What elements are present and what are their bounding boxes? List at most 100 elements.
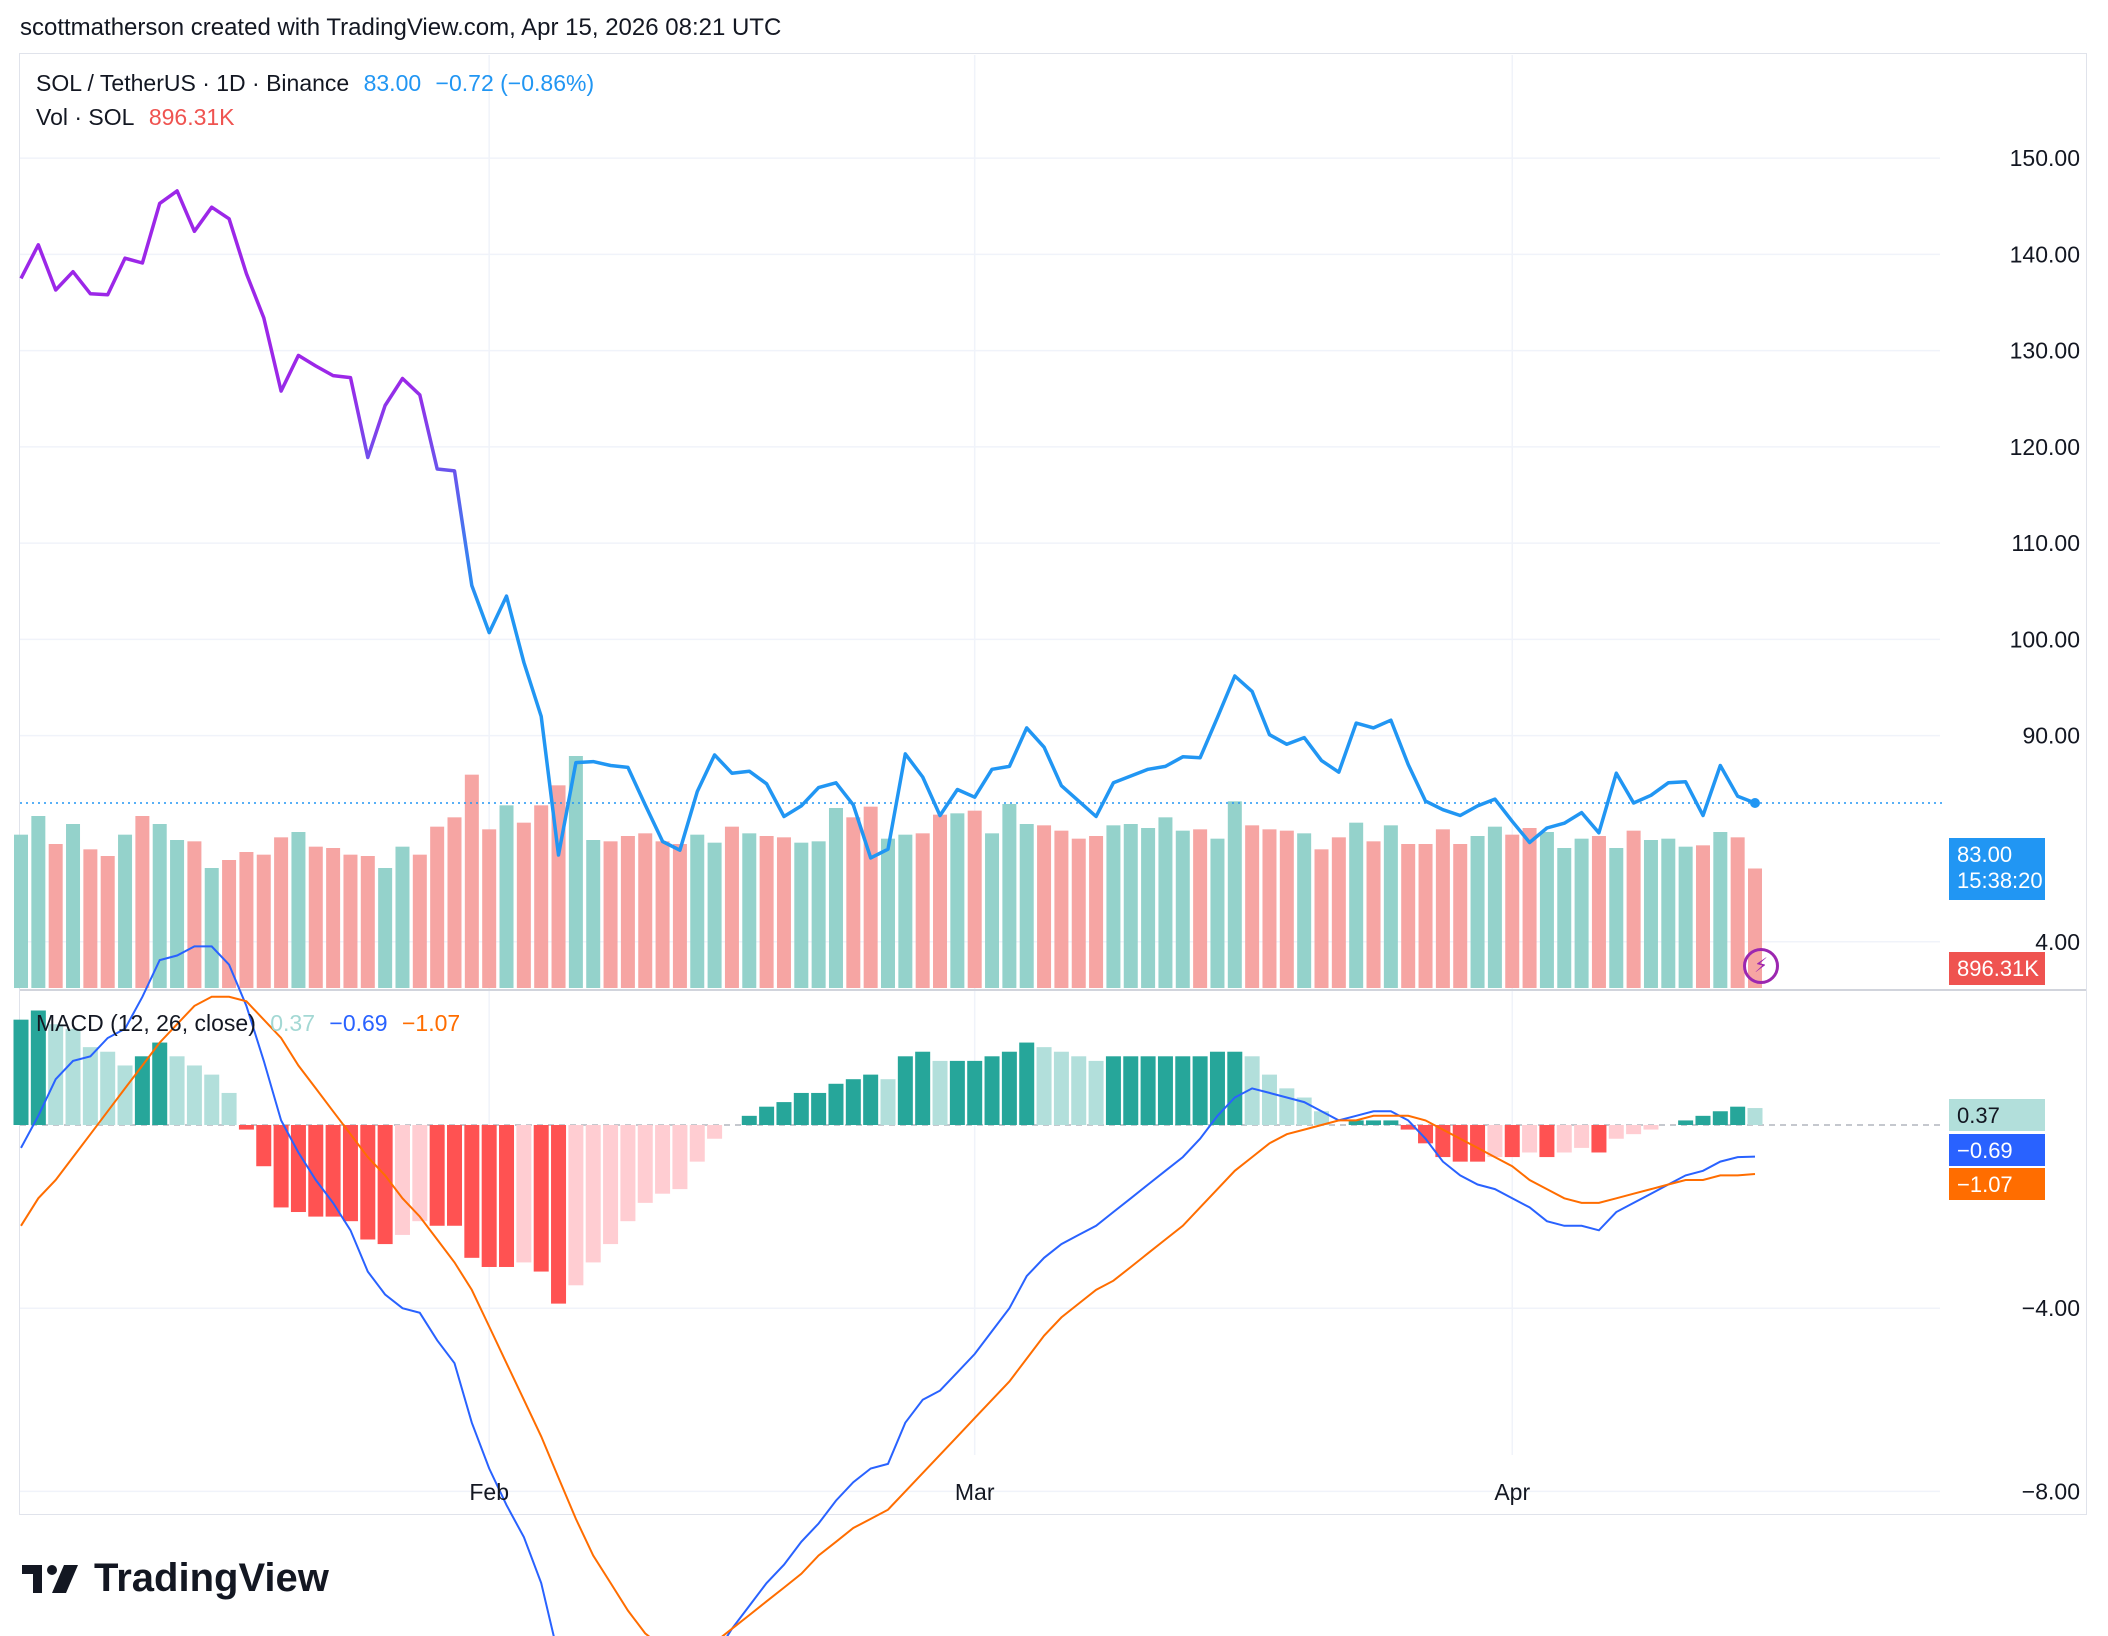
macd-histogram-bar (82, 1047, 98, 1125)
volume-bar (863, 806, 878, 988)
price-badge-value: 83.00 (1957, 842, 2013, 867)
legend-vol-value: 896.31K (148, 104, 235, 130)
macd-histogram-bar (464, 1125, 480, 1258)
macd-histogram-bar (204, 1074, 220, 1125)
macd-histogram-bar (429, 1125, 445, 1226)
volume-bar (915, 833, 930, 988)
macd-histogram-bar (1261, 1074, 1277, 1125)
macd-histogram-bar (1366, 1120, 1382, 1125)
legend-symbol[interactable]: SOL / TetherUS · 1D · Binance (36, 70, 350, 96)
legend-macd-label[interactable]: MACD (12, 26, close) (36, 1010, 256, 1036)
price-line-group (19, 189, 1945, 860)
legend-vol-label[interactable]: Vol · SOL (36, 104, 135, 130)
volume-bar (1591, 836, 1606, 988)
macd-histogram-bar (1175, 1056, 1191, 1125)
macd-histogram-bar (325, 1125, 341, 1217)
macd-histogram-bar (1574, 1125, 1590, 1148)
macd-histogram-bar (1435, 1125, 1451, 1158)
price-tick-label: 100.00 (2010, 626, 2080, 652)
volume-bar (152, 824, 167, 988)
macd-histogram-bar (48, 1024, 64, 1125)
volume-bar (48, 844, 63, 988)
volume-bar (31, 816, 46, 988)
volume-bar (482, 829, 497, 988)
volume-bar (655, 841, 670, 988)
legend-macd-signal: −1.07 (402, 1010, 461, 1036)
volume-bar (447, 817, 462, 988)
macd-pane (13, 945, 1945, 1636)
volume-bar (1331, 837, 1346, 988)
price-badge: 83.00 15:38:20 (1949, 838, 2045, 900)
macd-histogram-bar (1522, 1125, 1538, 1153)
time-tick-label: Feb (469, 1479, 509, 1505)
macd-histogram-bar (1036, 1047, 1052, 1125)
volume-bar (1539, 832, 1554, 988)
macd-tick-label: 4.00 (2035, 929, 2080, 955)
volume-bar (1401, 844, 1416, 988)
legend-change: −0.72 (−0.86%) (435, 70, 595, 96)
volume-bar (291, 832, 306, 988)
volume-bar (274, 837, 289, 988)
volume-bar (933, 814, 948, 988)
volume-bar (1106, 825, 1121, 988)
macd-histogram-bar (100, 1051, 116, 1125)
last-price-dot (1750, 798, 1760, 808)
volume-bar (1678, 846, 1693, 988)
macd-histogram-bar (238, 1125, 254, 1130)
macd-histogram-bar (793, 1092, 809, 1125)
macd-histogram-bar (1504, 1125, 1520, 1158)
tradingview-logo[interactable]: TradingView (22, 1556, 329, 1601)
volume-bar (690, 834, 705, 988)
lightning-icon[interactable]: ⚡ (1743, 948, 1779, 984)
tradingview-logo-icon (22, 1564, 78, 1593)
macd-histogram-bar (1730, 1106, 1746, 1125)
macd-hist-badge: 0.37 (1949, 1099, 2045, 1131)
macd-histogram-bar (533, 1125, 549, 1272)
macd-histogram-bar (967, 1060, 983, 1125)
macd-line-badge: −0.69 (1949, 1134, 2045, 1166)
volume-bar (1418, 844, 1433, 988)
macd-histogram-bar (1643, 1125, 1659, 1130)
macd-histogram-bar (221, 1092, 237, 1125)
macd-histogram-bar (1539, 1125, 1555, 1158)
volume-bar (135, 816, 150, 988)
macd-histogram-bar (186, 1065, 202, 1125)
macd-histogram-bar (776, 1102, 792, 1125)
macd-histogram-bar (360, 1125, 376, 1240)
macd-line (20, 945, 1756, 1636)
macd-histogram-bar (863, 1074, 879, 1125)
volume-bar (1019, 824, 1034, 988)
volume-bar (1193, 829, 1208, 988)
macd-histogram-bar (1192, 1056, 1208, 1125)
volume-bar (516, 822, 531, 988)
macd-histogram-bar (152, 1042, 168, 1125)
price-tick-label: 140.00 (2010, 241, 2080, 267)
macd-histogram-bar (811, 1092, 827, 1125)
chart-frame[interactable] (19, 53, 2087, 1515)
volume-bar (1435, 829, 1450, 988)
volume-bar (1383, 825, 1398, 988)
volume-bar (343, 854, 358, 988)
volume-bar (828, 808, 843, 988)
macd-histogram-bar (134, 1056, 150, 1125)
volume-bar (308, 846, 323, 988)
volume-bar (430, 826, 445, 988)
axes: 150.00 140.00 130.00 120.00 110.00 100.00 90.0… (469, 145, 2080, 1505)
macd-histogram-bar (1470, 1125, 1486, 1162)
macd-histogram-bar (1400, 1125, 1416, 1130)
volume-bar (256, 854, 271, 988)
volume-bar (395, 846, 410, 988)
macd-histogram-bar (1123, 1056, 1139, 1125)
macd-histogram-bar (1157, 1056, 1173, 1125)
volume-bar (222, 860, 237, 988)
macd-histogram-bar (1071, 1056, 1087, 1125)
macd-histogram-bar (932, 1060, 948, 1125)
volume-bar (776, 837, 791, 988)
volume-badge: 896.31K (1949, 952, 2045, 985)
macd-histogram-bar (1556, 1125, 1572, 1153)
price-line (19, 189, 1756, 860)
volume-bar (1695, 845, 1710, 988)
legend-macd-hist: 0.37 (270, 1010, 316, 1036)
volume-bar (499, 805, 514, 988)
